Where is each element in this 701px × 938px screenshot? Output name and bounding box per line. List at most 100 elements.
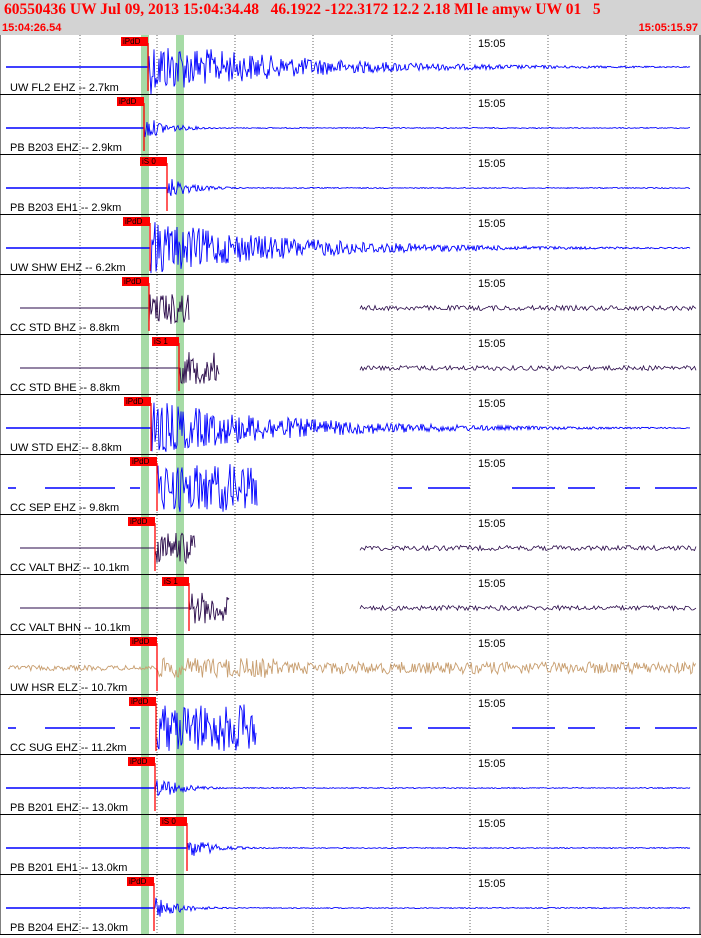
trace-waveform [143, 120, 691, 138]
time-tick-label: 15:05 [478, 878, 506, 890]
s-window [176, 755, 184, 815]
p-window [141, 575, 149, 635]
pick-marker [128, 517, 155, 526]
station-label: PB B203 EHZ -- 2.9km [10, 142, 122, 154]
p-window [141, 515, 149, 575]
pick-label: iS 1 [154, 337, 168, 346]
pick-marker [128, 757, 155, 766]
pick-label: iS 0 [162, 817, 176, 826]
station-label: CC VALT BHZ -- 10.1km [10, 562, 129, 574]
trace-panel: 15:05 iS 1 CC STD BHE -- 8.8km [0, 335, 701, 395]
trace-panel: 15:05 iS 0 PB B201 EH1 -- 13.0km [0, 815, 701, 875]
station-label: PB B203 EH1 -- 2.9km [10, 202, 121, 214]
pick-label: iPdD [131, 697, 149, 706]
time-tick-label: 15:05 [478, 338, 506, 350]
trace-coda [359, 604, 697, 612]
trace-coda [359, 364, 697, 372]
trace-waveform [153, 897, 691, 917]
pick-label: iPdD [125, 217, 143, 226]
station-label: PB B201 EHZ -- 13.0km [10, 802, 128, 814]
p-window [141, 95, 149, 155]
header-bar: 60550436 UW Jul 09, 2013 15:04:34.48 46.… [0, 0, 701, 35]
s-window [176, 575, 184, 635]
trace-panel: 15:05 iS 1 CC VALT BHN -- 10.1km [0, 575, 701, 635]
trace-waveform [186, 841, 691, 856]
time-tick-label: 15:05 [478, 518, 506, 530]
pick-label: iS 0 [142, 157, 156, 166]
trace-panel: 15:05 iPdD UW HSR ELZ -- 10.7km [0, 635, 701, 695]
trace-panel: 15:05 iPdD UW FL2 EHZ -- 2.7km [0, 35, 701, 95]
pick-label: iPdD [126, 397, 144, 406]
trace-waveform [150, 402, 690, 452]
trace-panel: 15:05 iPdD PB B204 EHZ -- 13.0km [0, 875, 701, 935]
s-window [176, 515, 184, 575]
time-end: 15:05:15.97 [638, 22, 698, 34]
trace-coda [359, 544, 697, 552]
trace-panel: 15:05 iPdD UW SHW EHZ -- 6.2km [0, 215, 701, 275]
trace-waveform [148, 294, 190, 325]
trace-panel: 15:05 iPdD CC STD BHZ -- 8.8km [0, 275, 701, 335]
time-tick-label: 15:05 [478, 578, 506, 590]
time-tick-label: 15:05 [478, 98, 506, 110]
station-label: PB B204 EHZ -- 13.0km [10, 922, 128, 934]
p-window [141, 815, 149, 875]
p-window [141, 455, 149, 515]
time-tick-label: 15:05 [478, 218, 506, 230]
trace-waveform [147, 48, 691, 95]
station-label: UW SHW EHZ -- 6.2km [10, 262, 126, 274]
station-label: UW FL2 EHZ -- 2.7km [10, 82, 119, 94]
pick-label: iPdD [129, 877, 147, 886]
trace-waveform [166, 179, 691, 196]
time-tick-label: 15:05 [478, 458, 506, 470]
station-label: CC STD BHE -- 8.8km [10, 382, 120, 394]
p-window [141, 875, 149, 935]
trace-coda [359, 304, 697, 312]
trace-panel: 15:05 iS 0 PB B203 EH1 -- 2.9km [0, 155, 701, 215]
time-tick-label: 15:05 [478, 818, 506, 830]
time-start: 15:04:26.54 [2, 22, 62, 34]
trace-waveform [188, 592, 230, 624]
s-window [176, 875, 184, 935]
pick-label: iPdD [132, 457, 150, 466]
time-tick-label: 15:05 [478, 278, 506, 290]
station-label: PB B201 EH1 -- 13.0km [10, 862, 127, 874]
station-label: UW STD EHZ -- 8.8km [10, 442, 122, 454]
pick-marker [123, 217, 150, 226]
station-label: CC VALT BHN -- 10.1km [10, 622, 130, 634]
pick-marker [160, 817, 187, 826]
pick-label: iPdD [130, 517, 148, 526]
time-tick-label: 15:05 [478, 638, 506, 650]
pick-marker [124, 397, 151, 406]
p-window [141, 35, 149, 95]
pick-marker [162, 577, 189, 586]
time-tick-label: 15:05 [478, 758, 506, 770]
s-window [176, 335, 184, 395]
p-window [141, 335, 149, 395]
p-window [141, 695, 149, 755]
pick-marker [130, 637, 157, 646]
time-tick-label: 15:05 [478, 698, 506, 710]
p-window [141, 275, 149, 335]
event-title: 60550436 UW Jul 09, 2013 15:04:34.48 46.… [4, 1, 601, 18]
p-window [141, 395, 149, 455]
pick-label: iPdD [132, 637, 150, 646]
pick-label: iPdD [124, 277, 142, 286]
p-window [141, 755, 149, 815]
pick-marker [130, 457, 157, 466]
trace-panel: 15:05 iPdD UW STD EHZ -- 8.8km [0, 395, 701, 455]
s-window [176, 455, 184, 515]
trace-waveform [178, 352, 220, 385]
pick-label: iS 1 [164, 577, 178, 586]
trace-waveform [154, 532, 196, 565]
trace-panel: 15:05 iPdD CC VALT BHZ -- 10.1km [0, 515, 701, 575]
trace-waveform [156, 464, 258, 512]
trace-panel: 15:05 iPdD CC SUG EHZ -- 11.2km [0, 695, 701, 755]
s-window [176, 815, 184, 875]
pick-marker [129, 697, 156, 706]
p-window [141, 635, 149, 695]
trace-waveform [149, 222, 691, 274]
time-tick-label: 15:05 [478, 38, 506, 50]
trace-waveform [8, 657, 697, 679]
time-tick-label: 15:05 [478, 158, 506, 170]
